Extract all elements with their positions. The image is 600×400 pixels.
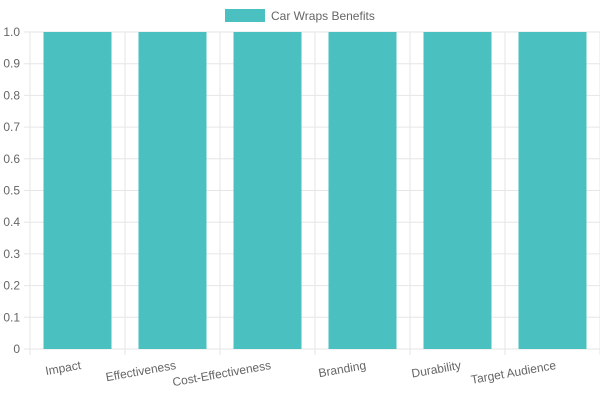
x-tick-label: Cost-Effectiveness [171,358,272,389]
bar [43,32,112,349]
grid-lines [24,31,600,355]
y-tick-label: 0.2 [3,279,20,293]
y-tick-label: 0.9 [3,57,20,71]
y-tick-label: 0.3 [3,247,20,261]
x-tick-label: Branding [317,358,367,380]
y-tick-label: 0.5 [3,184,20,198]
y-tick-label: 0.8 [3,88,20,102]
y-tick-label: 1.0 [3,25,20,39]
bar [328,32,397,349]
y-tick-label: 0.6 [3,152,20,166]
x-tick-label: Durability [410,358,462,380]
bar [518,32,587,349]
bar [233,32,302,349]
x-tick-label: Target Audience [470,358,558,387]
y-axis-ticks: 0 0.1 0.2 0.3 0.4 0.5 0.6 0.7 0.8 0.9 1.0 [3,25,20,356]
y-tick-label: 0.4 [3,215,20,229]
y-tick-label: 0.7 [3,120,20,134]
legend-label[interactable]: Car Wraps Benefits [271,9,375,23]
y-tick-label: 0.1 [3,310,20,324]
bar [138,32,207,349]
x-tick-label: Effectiveness [105,358,178,384]
legend[interactable]: Car Wraps Benefits [225,9,375,23]
y-tick-label: 0 [13,342,20,356]
x-tick-label: Impact [44,358,83,378]
bars [43,32,587,349]
legend-swatch[interactable] [225,9,265,22]
bar [423,32,492,349]
